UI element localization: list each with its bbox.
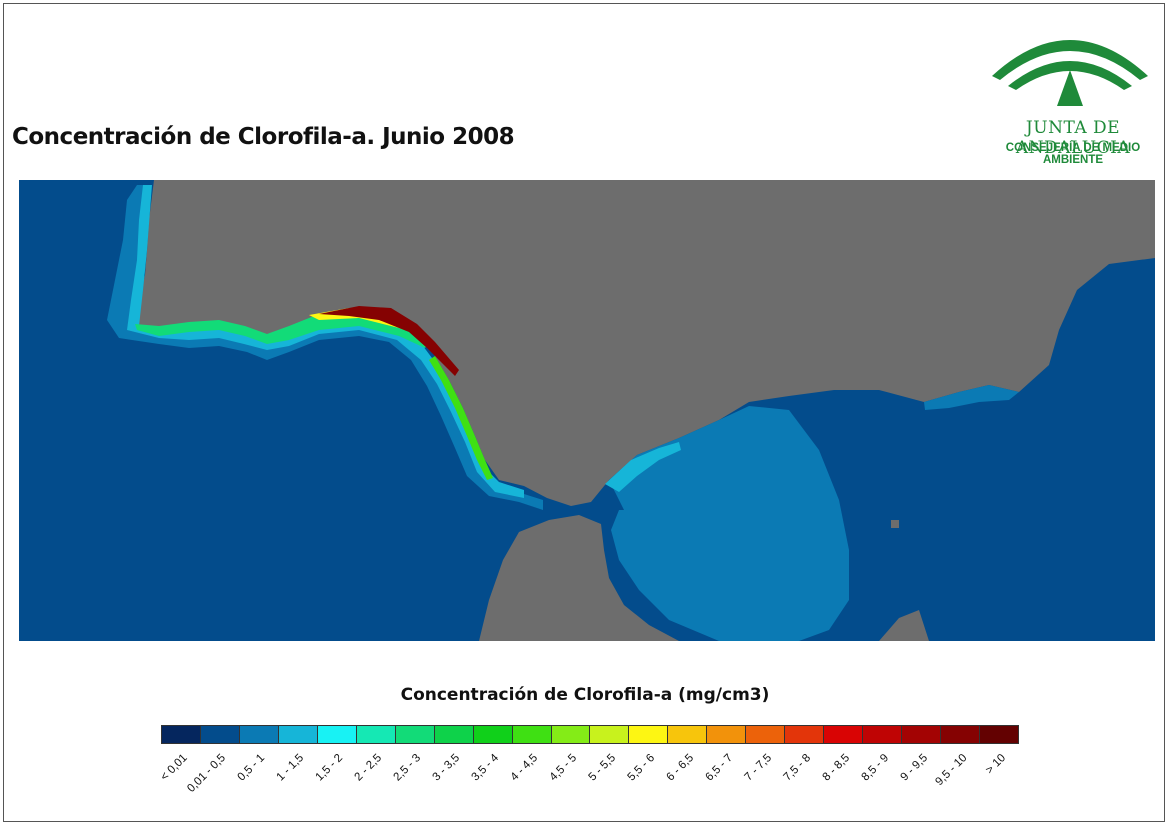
legend-swatch [824,726,864,743]
legend-tick-label: 5,5 - 6 [625,752,657,784]
legend-title: Concentración de Clorofila-a (mg/cm3) [400,685,770,705]
legend-swatch [278,726,318,743]
map-land-africa [479,515,679,641]
legend-swatch [785,726,825,743]
legend-swatch [941,726,981,743]
map-land-iberia [137,180,1155,506]
map-band-coast-green [429,356,493,480]
logo-text-consejeria: CONSEJERÍA DE MEDIO AMBIENTE [1005,142,1141,166]
legend-swatch [551,726,591,743]
legend-swatch [317,726,357,743]
legend-swatch [668,726,708,743]
map-band-alboran-light [605,442,681,492]
legend-tick-label: 0,5 - 1 [235,752,267,784]
legend-tick-label: 7,5 - 8 [781,752,813,784]
map-band-east [924,385,1019,410]
logo-text-junta: JUNTA DE ANDALUCIA [1015,118,1131,158]
legend-tick-label: 3,5 - 4 [469,752,501,784]
legend-tick-label: 4,5 - 5 [547,752,579,784]
map-band-alboran [609,406,849,641]
legend-tick-label: 9 - 9,5 [898,752,930,784]
legend-tick-label: 1,5 - 2 [313,752,345,784]
junta-andalucia-logo [992,40,1148,106]
legend-swatch [980,726,1018,743]
map-band-red [319,306,459,376]
chlorophyll-map [19,180,1155,641]
legend-swatch [902,726,942,743]
page-title: Concentración de Clorofila-a. Junio 2008 [12,124,515,150]
legend-tick-label: 6,5 - 7 [703,752,735,784]
legend-tick-label: 8 - 8,5 [820,752,852,784]
legend-swatch [590,726,630,743]
logo-arc-outer [992,40,1148,80]
legend-swatch [395,726,435,743]
legend-swatch [356,726,396,743]
legend-tick-label: 3 - 3,5 [430,752,462,784]
legend-swatch [473,726,513,743]
legend-swatch [434,726,474,743]
legend-tick-label: 4 - 4,5 [508,752,540,784]
legend-tick-label: 7 - 7,5 [742,752,774,784]
map-band-medium [107,185,543,510]
legend-swatch [746,726,786,743]
legend-swatch [863,726,903,743]
legend-tick-label: < 0,01 [157,752,190,784]
legend-tick-label: 2 - 2,5 [352,752,384,784]
logo-column [1057,70,1083,106]
legend-swatch [200,726,240,743]
legend-swatch [512,726,552,743]
page-frame [3,3,1165,822]
map-land-africa-east [879,610,929,641]
legend-tick-label: 1 - 1,5 [274,752,306,784]
legend-swatch [629,726,669,743]
legend-colorbar [161,725,1019,744]
legend-swatch [239,726,279,743]
legend-tick-label: 6 - 6,5 [664,752,696,784]
legend-tick-label: 0,01 - 0,5 [184,752,228,795]
legend-swatch [707,726,747,743]
legend-tick-label: 2,5 - 3 [391,752,423,784]
legend-tick-label: 5 - 5,5 [586,752,618,784]
legend-tick-label: > 10 [983,752,1008,777]
logo-arc-inner [1008,61,1132,90]
legend-tick-label: 9,5 - 10 [932,752,969,789]
legend-tick-label: 8,5 - 9 [859,752,891,784]
map-island [891,520,899,528]
legend-swatch [162,726,201,743]
